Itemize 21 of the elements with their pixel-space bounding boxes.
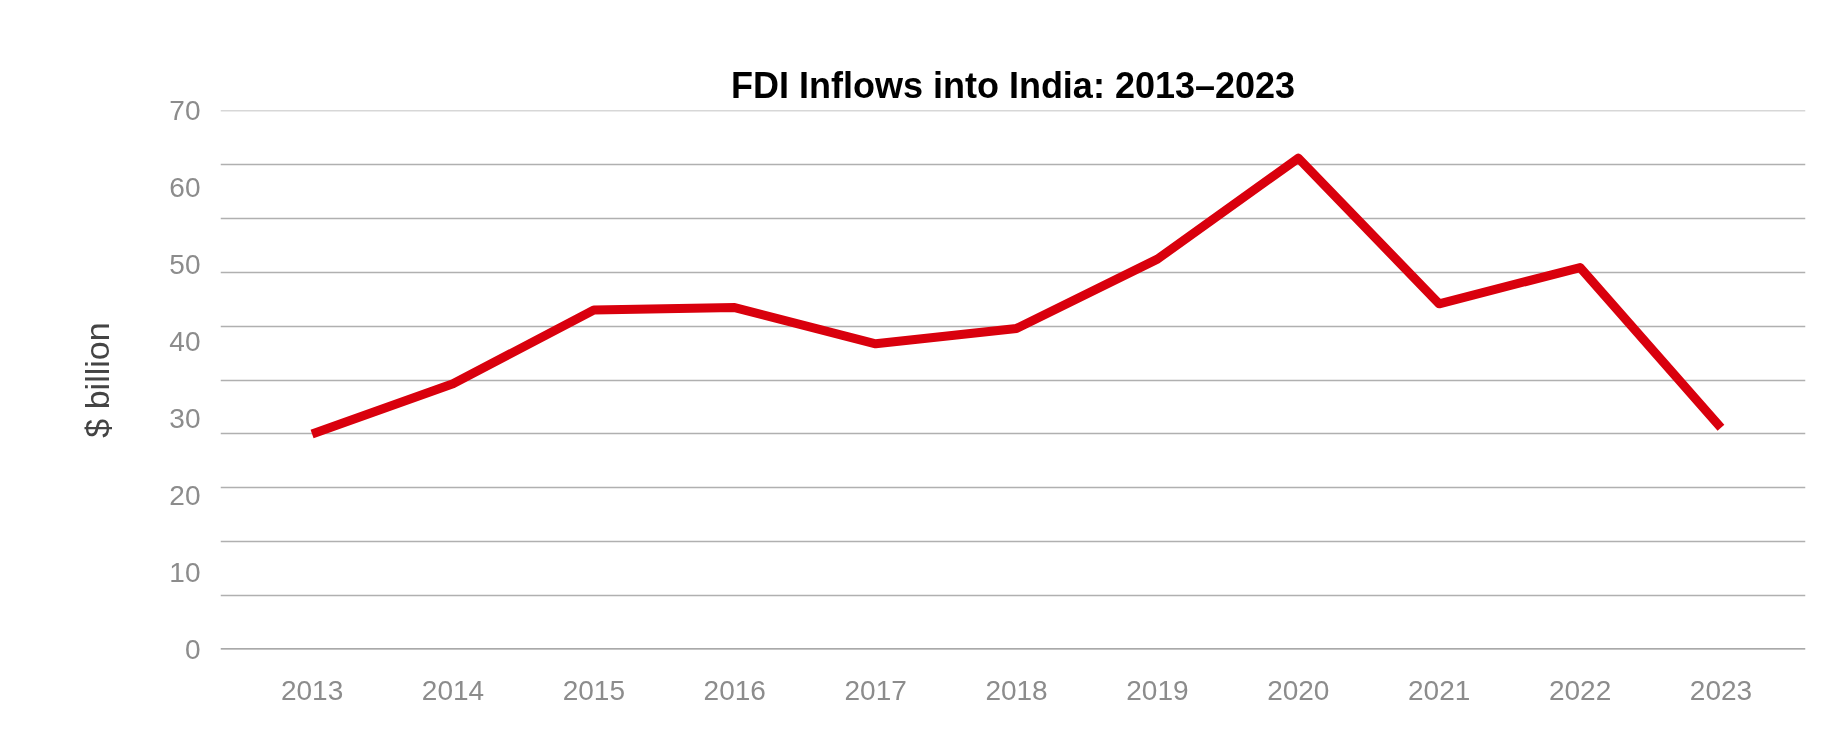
x-tick-label: 2016 (703, 674, 766, 706)
x-tick-label: 2017 (844, 674, 907, 706)
y-tick-label: 10 (169, 557, 201, 588)
y-tick-label: 30 (169, 403, 201, 434)
x-tick-label: 2021 (1408, 674, 1471, 706)
x-tick-label: 2018 (985, 674, 1048, 706)
y-tick-label: 40 (169, 326, 201, 357)
y-tick-label: 50 (169, 249, 201, 280)
x-tick-label: 2019 (1126, 674, 1189, 706)
y-tick-label: 70 (169, 95, 201, 126)
x-tick-label: 2015 (562, 674, 626, 706)
y-tick-label: 60 (169, 172, 201, 203)
x-tick-label: 2020 (1267, 674, 1330, 706)
y-axis-title: $ billion (78, 322, 117, 438)
y-tick-label: 20 (169, 480, 201, 511)
chart-title: FDI Inflows into India: 2013–2023 (730, 64, 1296, 106)
x-tick-label: 2013 (280, 674, 344, 706)
y-tick-label: 0 (184, 634, 201, 665)
x-tick-label: 2014 (421, 674, 485, 706)
x-tick-label: 2023 (1689, 674, 1753, 706)
x-tick-label: 2022 (1548, 674, 1612, 706)
